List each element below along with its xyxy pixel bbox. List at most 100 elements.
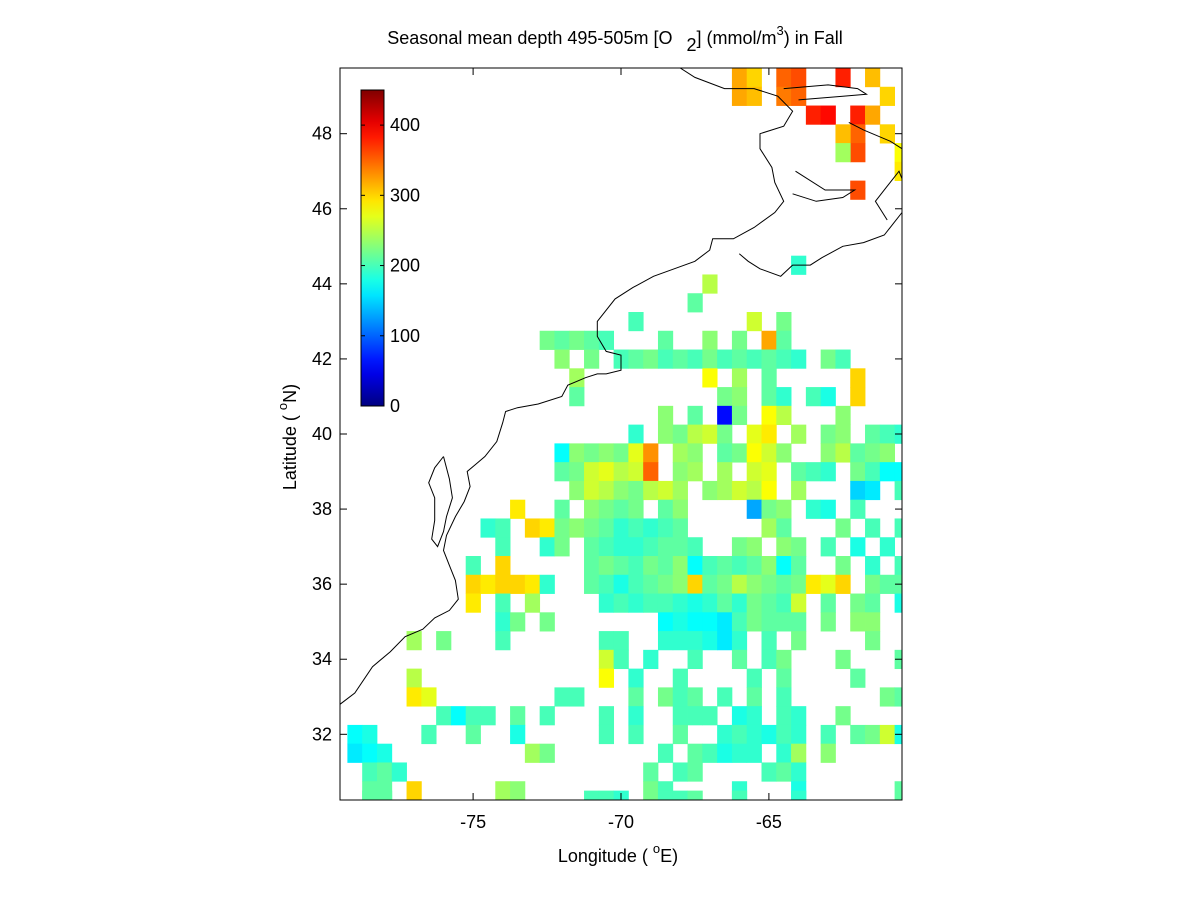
heatmap-cell <box>657 612 674 632</box>
heatmap-cell <box>628 349 644 369</box>
heatmap-cell <box>376 743 393 763</box>
heatmap-cell <box>628 668 644 688</box>
heatmap-cell <box>584 480 600 501</box>
heatmap-cell <box>776 537 792 557</box>
heatmap-cell <box>643 574 659 594</box>
heatmap-cell <box>791 537 807 557</box>
heatmap-cell <box>510 781 526 800</box>
heatmap-cell <box>657 424 674 444</box>
heatmap-cell <box>820 499 836 519</box>
heatmap-cell <box>879 724 896 745</box>
heatmap-cell <box>746 612 762 632</box>
heatmap-cell <box>628 724 644 745</box>
heatmap-cell <box>761 424 777 444</box>
heatmap-cell <box>702 612 718 632</box>
x-tick-label: -75 <box>460 812 486 832</box>
heatmap-cell <box>643 518 659 538</box>
heatmap-cell <box>510 574 526 594</box>
heatmap-cell <box>865 518 881 538</box>
heatmap-cell <box>791 790 807 800</box>
y-tick-label: 34 <box>312 649 332 669</box>
y-tick-label: 42 <box>312 349 332 369</box>
heatmap-cell <box>717 593 733 613</box>
heatmap-cell <box>835 706 851 726</box>
heatmap-cell <box>835 68 851 88</box>
heatmap-cell <box>761 556 777 576</box>
heatmap-cell <box>480 518 496 538</box>
heatmap-cell <box>894 781 902 800</box>
heatmap-cell <box>865 443 881 463</box>
heatmap-cell <box>746 537 762 557</box>
heatmap-cell <box>820 574 836 594</box>
heatmap-cell <box>598 724 615 745</box>
heatmap-cell <box>687 405 703 426</box>
heatmap-cell <box>643 556 659 576</box>
heatmap-cell <box>584 349 600 369</box>
heatmap-cell <box>791 574 807 594</box>
heatmap-cell <box>672 706 688 726</box>
heatmap-cell <box>362 743 378 763</box>
heatmap-cell <box>672 518 688 538</box>
heatmap-cell <box>746 68 762 88</box>
heatmap-cell <box>643 649 659 670</box>
heatmap-cell <box>865 68 881 88</box>
heatmap-cell <box>746 724 762 745</box>
heatmap-cell <box>791 743 807 763</box>
heatmap-cell <box>628 443 644 463</box>
heatmap-cell <box>702 593 718 613</box>
heatmap-cell <box>835 574 851 594</box>
heatmap-cell <box>554 499 570 519</box>
heatmap-cell <box>687 706 703 726</box>
heatmap-cell <box>539 743 555 763</box>
heatmap-cell <box>539 612 555 632</box>
heatmap-cell <box>391 762 407 782</box>
heatmap-cell <box>865 480 881 501</box>
heatmap-cell <box>524 574 541 594</box>
heatmap-cell <box>850 443 866 463</box>
heatmap-cell <box>865 593 881 613</box>
y-axis-label-sup: o <box>275 403 290 410</box>
heatmap-cell <box>584 518 600 538</box>
heatmap-cell <box>791 86 807 106</box>
heatmap-cell <box>584 790 600 800</box>
heatmap-cell <box>598 330 615 350</box>
heatmap-cell <box>894 593 902 613</box>
coastline-path <box>792 170 857 202</box>
heatmap-cell <box>628 312 644 332</box>
coastline-path <box>783 84 869 101</box>
heatmap-cell <box>687 293 703 313</box>
heatmap-cell <box>657 349 674 369</box>
y-tick-label: 46 <box>312 199 332 219</box>
heatmap-cell <box>510 706 526 726</box>
heatmap-cell <box>791 349 807 369</box>
x-axis-label-text: Longitude ( <box>558 846 653 866</box>
heatmap-cell <box>791 68 807 88</box>
heatmap-cell <box>865 105 881 125</box>
heatmap-cell <box>776 518 792 538</box>
heatmap-cell <box>672 574 688 594</box>
heatmap-cell <box>731 443 748 463</box>
heatmap-cell <box>776 668 792 688</box>
heatmap-cell <box>569 330 585 350</box>
coastline-path <box>738 212 902 277</box>
colorbar-tick-label: 200 <box>390 256 420 276</box>
heatmap-cell <box>613 649 629 670</box>
heatmap-cell <box>894 143 902 163</box>
heatmap-cell <box>761 631 777 651</box>
heatmap-cell <box>495 537 511 557</box>
heatmap-cell <box>613 537 629 557</box>
y-axis-label: Latitude ( oN) <box>275 384 300 490</box>
heatmap-cell <box>672 668 688 688</box>
heatmap-cell <box>687 593 703 613</box>
x-tick-label: -70 <box>608 812 634 832</box>
heatmap-cell <box>598 668 615 688</box>
heatmap-cell <box>598 631 615 651</box>
heatmap-cell <box>628 480 644 501</box>
heatmap-cell <box>879 86 896 106</box>
heatmap-cell <box>510 724 526 745</box>
heatmap-cell <box>776 405 792 426</box>
heatmap-cell <box>406 631 422 651</box>
heatmap-cell <box>657 687 674 707</box>
heatmap-cell <box>791 480 807 501</box>
heatmap-cell <box>805 462 822 482</box>
